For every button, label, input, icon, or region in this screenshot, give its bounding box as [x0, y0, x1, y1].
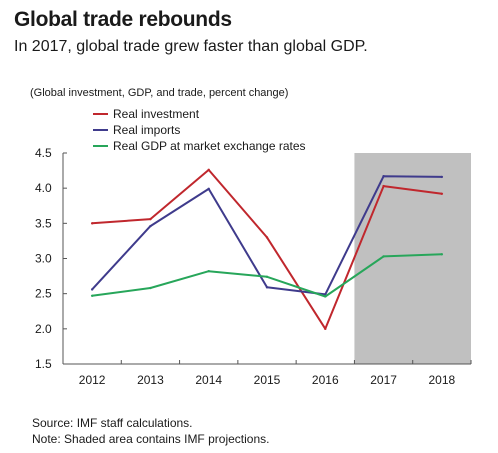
x-tick-label: 2012 — [79, 373, 106, 387]
data-point — [90, 288, 94, 291]
x-tick-label: 2018 — [429, 373, 456, 387]
axes-layer: 1.5 2.0 2.5 3.0 3.5 4.0 4.5 2012 2013 2014 2015 201… — [35, 146, 472, 387]
x-tick-label: 2014 — [195, 373, 222, 387]
y-tick-label: 4.0 — [35, 181, 52, 195]
x-tick-label: 2013 — [137, 373, 164, 387]
y-tick-label: 3.5 — [35, 216, 52, 230]
data-point — [382, 255, 385, 258]
x-tick-label: 2015 — [254, 373, 281, 387]
data-point — [440, 253, 444, 256]
legend-label: Real imports — [113, 123, 180, 137]
data-point — [382, 184, 385, 188]
data-point — [324, 295, 327, 298]
data-point — [265, 275, 269, 278]
data-point — [90, 222, 94, 225]
projection-shaded-area — [354, 153, 471, 364]
y-tick-label: 3.0 — [35, 252, 52, 266]
data-point — [324, 327, 327, 331]
data-point — [265, 236, 269, 239]
data-point — [207, 168, 210, 172]
data-point — [265, 286, 269, 289]
chart-title: Global trade rebounds — [14, 8, 232, 31]
y-tick-label: 2.0 — [35, 322, 52, 336]
y-tick-label: 4.5 — [35, 146, 52, 160]
projection-note: Note: Shaded area contains IMF projectio… — [32, 432, 270, 446]
data-point — [149, 217, 152, 221]
y-tick-label: 2.5 — [35, 287, 52, 301]
chart-subtitle: In 2017, global trade grew faster than g… — [14, 38, 368, 55]
projection-shade-layer — [354, 153, 471, 364]
legend-label: Real GDP at market exchange rates — [113, 139, 306, 153]
data-point — [440, 192, 444, 195]
data-point — [207, 187, 210, 191]
data-point — [149, 286, 152, 290]
series-lines-layer — [90, 168, 444, 331]
y-tick-label: 1.5 — [35, 357, 52, 371]
data-point — [149, 224, 152, 228]
legend-label: Real investment — [113, 107, 200, 121]
data-point — [382, 175, 385, 178]
data-point — [440, 175, 444, 179]
data-point — [207, 269, 210, 273]
legend-layer: Real investment Real imports Real GDP at m… — [93, 107, 306, 153]
source-note: Source: IMF staff calculations. — [32, 416, 193, 430]
x-tick-label: 2017 — [370, 373, 397, 387]
data-point — [90, 294, 94, 297]
x-tick-label: 2016 — [312, 373, 339, 387]
units-note: (Global investment, GDP, and trade, perc… — [30, 87, 289, 99]
